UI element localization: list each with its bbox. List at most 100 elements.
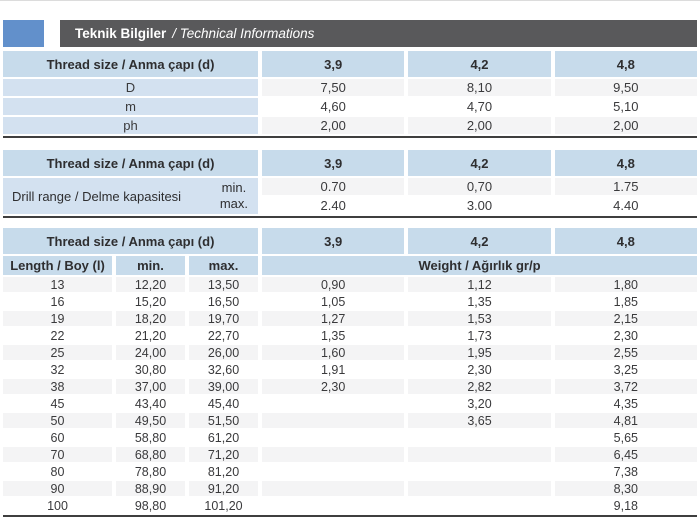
- drill-header-size-3: 4,8: [554, 150, 697, 176]
- weight-cell: 3,65: [408, 413, 551, 428]
- dimension-value: 2,00: [262, 117, 405, 134]
- length-cell: 16: [3, 294, 112, 309]
- max-header: max.: [189, 256, 258, 275]
- length-cell: 38: [3, 379, 112, 394]
- length-cell: 80: [3, 464, 112, 479]
- length-cell: 45: [3, 396, 112, 411]
- min-cell: 58,80: [116, 430, 185, 445]
- weight-cell: 4,35: [554, 396, 697, 411]
- title-main: Teknik Bilgiler: [75, 26, 167, 41]
- weight-cell: 2,55: [554, 345, 697, 360]
- weight-cell: 2,82: [408, 379, 551, 394]
- weight-cell: [408, 464, 551, 479]
- max-cell: 91,20: [189, 481, 258, 496]
- length-cell: 22: [3, 328, 112, 343]
- dimension-row-label: ph: [3, 117, 258, 134]
- weight-cell: 2,30: [408, 362, 551, 377]
- weight-cell: 1,05: [262, 294, 405, 309]
- max-cell: 22,70: [189, 328, 258, 343]
- weight-cell: 1,85: [554, 294, 697, 309]
- dimension-value: 2,00: [408, 117, 551, 134]
- weight-cell: 3,25: [554, 362, 697, 377]
- dimensions-header-size-3: 4,8: [554, 51, 697, 77]
- weight-cell: [408, 447, 551, 462]
- lengthweight-header-size-2: 4,2: [408, 228, 551, 254]
- length-cell: 13: [3, 277, 112, 292]
- weight-cell: [408, 498, 551, 513]
- weight-cell: 1,60: [262, 345, 405, 360]
- dimension-value: 9,50: [554, 79, 697, 96]
- min-cell: 12,20: [116, 277, 185, 292]
- min-cell: 18,20: [116, 311, 185, 326]
- minmax-label: min.: [221, 180, 247, 195]
- weight-cell: 0,90: [262, 277, 405, 292]
- weight-cell: 1,35: [408, 294, 551, 309]
- drill-header-size-1: 3,9: [262, 150, 405, 176]
- weight-cell: 8,30: [554, 481, 697, 496]
- length-header: Length / Boy (l): [3, 256, 112, 275]
- length-cell: 50: [3, 413, 112, 428]
- weight-cell: 5,65: [554, 430, 697, 445]
- weight-cell: [262, 481, 405, 496]
- drill-range-label-cell: Drill range / Delme kapasitesi min. max.: [3, 178, 258, 214]
- weight-cell: 9,18: [554, 498, 697, 513]
- weight-cell: 1,35: [262, 328, 405, 343]
- drill-value: 2.40: [262, 197, 405, 214]
- drill-value: 4.40: [554, 197, 697, 214]
- weight-cell: 7,38: [554, 464, 697, 479]
- weight-cell: 1,80: [554, 277, 697, 292]
- dimensions-table: Thread size / Anma çapı (d) 3,9 4,2 4,8 D 7,5…: [3, 51, 697, 134]
- drill-range-label: Drill range / Delme kapasitesi: [12, 188, 182, 204]
- max-cell: 32,60: [189, 362, 258, 377]
- weight-cell: 6,45: [554, 447, 697, 462]
- dimension-value: 4,60: [262, 98, 405, 115]
- length-cell: 32: [3, 362, 112, 377]
- drill-value: 3.00: [408, 197, 551, 214]
- dimensions-header-label: Thread size / Anma çapı (d): [3, 51, 258, 77]
- dimension-value: 4,70: [408, 98, 551, 115]
- dimension-value: 7,50: [262, 79, 405, 96]
- length-cell: 25: [3, 345, 112, 360]
- length-cell: 90: [3, 481, 112, 496]
- dimension-value: 2,00: [554, 117, 697, 134]
- dimensions-header-size-2: 4,2: [408, 51, 551, 77]
- max-cell: 101,20: [189, 498, 258, 513]
- min-cell: 24,00: [116, 345, 185, 360]
- weight-cell: [408, 481, 551, 496]
- max-cell: 81,20: [189, 464, 258, 479]
- weight-cell: [262, 430, 405, 445]
- min-cell: 43,40: [116, 396, 185, 411]
- lengthweight-header-label: Thread size / Anma çapı (d): [3, 228, 258, 254]
- length-cell: 100: [3, 498, 112, 513]
- dimensions-header-size-1: 3,9: [262, 51, 405, 77]
- length-cell: 70: [3, 447, 112, 462]
- dimension-row-label: D: [3, 79, 258, 96]
- weight-cell: 1,27: [262, 311, 405, 326]
- max-cell: 26,00: [189, 345, 258, 360]
- weight-cell: 1,95: [408, 345, 551, 360]
- drill-header-label: Thread size / Anma çapı (d): [3, 150, 258, 176]
- min-cell: 37,00: [116, 379, 185, 394]
- title-row: Teknik Bilgiler / Technical Informations: [3, 20, 697, 47]
- max-cell: 19,70: [189, 311, 258, 326]
- accent-square: [3, 20, 44, 47]
- dimension-row-label: m: [3, 98, 258, 115]
- lengthweight-header-size-1: 3,9: [262, 228, 405, 254]
- min-cell: 88,90: [116, 481, 185, 496]
- min-cell: 15,20: [116, 294, 185, 309]
- weight-cell: 1,91: [262, 362, 405, 377]
- weight-header: Weight / Ağırlık gr/p: [262, 256, 697, 275]
- weight-cell: 4,81: [554, 413, 697, 428]
- max-cell: 61,20: [189, 430, 258, 445]
- title-sub: / Technical Informations: [172, 26, 315, 41]
- max-cell: 16,50: [189, 294, 258, 309]
- min-max-labels: min. max.: [220, 180, 248, 212]
- weight-cell: 2,15: [554, 311, 697, 326]
- weight-cell: 3,72: [554, 379, 697, 394]
- length-weight-table: Thread size / Anma çapı (d) 3,9 4,2 4,8 Leng…: [3, 228, 697, 513]
- weight-cell: 2,30: [554, 328, 697, 343]
- dimension-value: 5,10: [554, 98, 697, 115]
- drill-header-size-2: 4,2: [408, 150, 551, 176]
- lengthweight-header-size-3: 4,8: [554, 228, 697, 254]
